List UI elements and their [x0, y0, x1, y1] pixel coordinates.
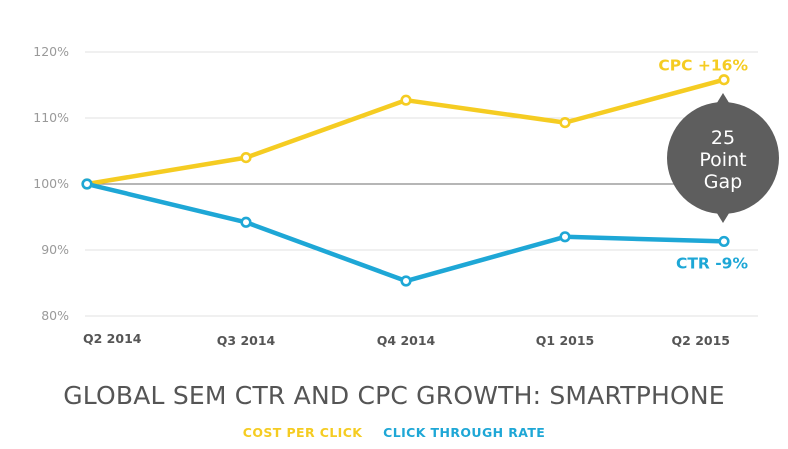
gap-annotation-pointer-up — [715, 93, 731, 106]
line-chart: 120% 110% 100% 90% 80% Q2 2014 Q3 2014 Q4 2014 Q… — [33, 44, 779, 348]
gap-annotation-text: Point — [699, 149, 746, 171]
data-point-cpc — [400, 94, 412, 106]
y-tick-label: 100% — [33, 176, 69, 191]
x-tick-label: Q1 2015 — [536, 333, 594, 348]
end-label-cpc: CPC +16% — [658, 57, 748, 75]
data-point-ctr — [718, 235, 730, 248]
series-line-ctr — [84, 181, 727, 284]
data-point-cpc — [240, 152, 252, 164]
chart-title: GLOBAL SEM CTR AND CPC GROWTH: SMARTPHON… — [63, 381, 725, 410]
y-tick-label: 90% — [41, 242, 69, 257]
data-point-ctr — [240, 216, 252, 228]
gap-annotation-pointer-down — [715, 210, 731, 223]
end-label-ctr: CTR -9% — [676, 254, 748, 272]
data-point-cpc — [718, 74, 730, 86]
x-tick-label: Q4 2014 — [377, 333, 436, 348]
data-point-ctr — [400, 275, 412, 287]
y-tick-label: 110% — [33, 110, 69, 125]
legend-item-cost-per-click: COST PER CLICK — [242, 425, 363, 440]
legend-item-click-through-rate: CLICK THROUGH RATE — [383, 425, 546, 440]
x-tick-label: Q2 2015 — [672, 333, 730, 348]
legend: COST PER CLICK CLICK THROUGH RATE — [0, 425, 788, 440]
data-point-ctr — [81, 178, 93, 190]
x-tick-label: Q3 2014 — [217, 333, 276, 348]
gap-annotation-text: 25 — [711, 127, 735, 149]
data-point-cpc — [559, 117, 571, 129]
gap-annotation-bubble — [667, 102, 779, 214]
y-tick-label: 80% — [41, 308, 69, 323]
data-point-ctr — [559, 231, 571, 243]
gap-annotation-text: Gap — [704, 171, 742, 193]
x-tick-label: Q2 2014 — [83, 331, 142, 346]
y-tick-label: 120% — [33, 44, 69, 59]
